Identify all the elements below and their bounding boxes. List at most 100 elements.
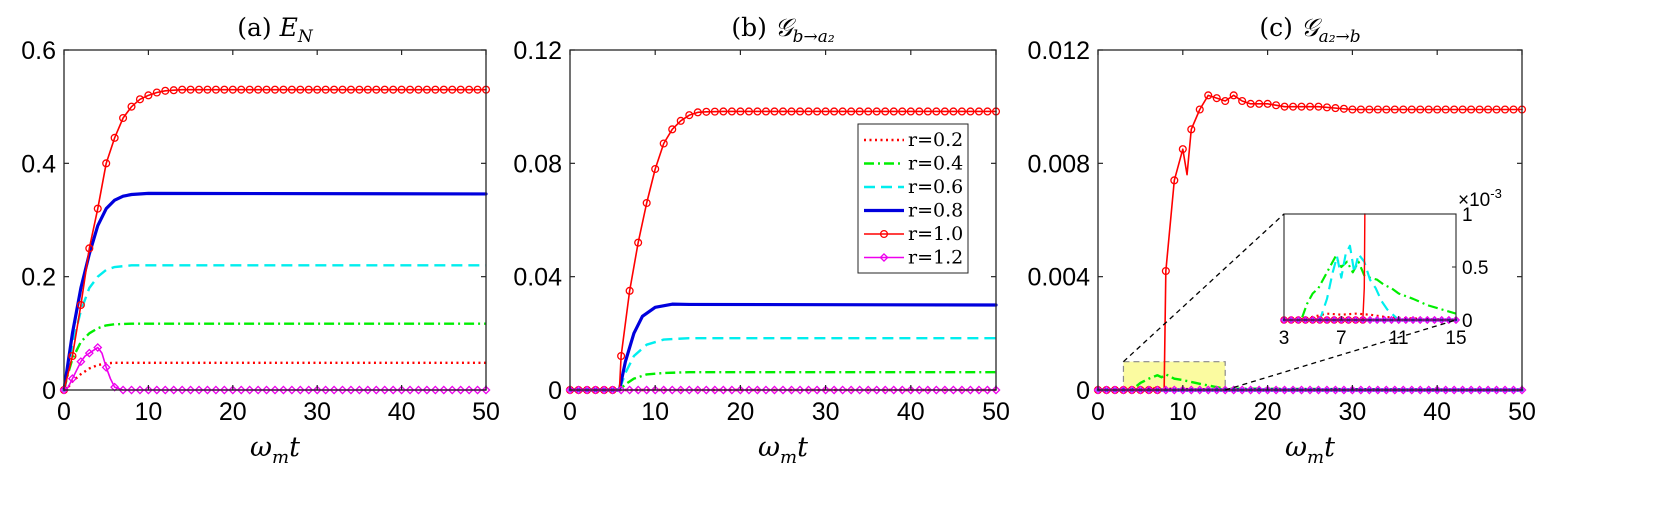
series-line-r=0.6 — [62, 264, 486, 391]
marker-circle — [761, 107, 771, 116]
marker-circle — [1161, 266, 1170, 276]
x-tick-label: 40 — [388, 398, 416, 426]
marker-diamond — [582, 385, 592, 395]
marker-circle — [254, 85, 263, 94]
x-tick-label: 30 — [303, 398, 331, 426]
marker-circle — [983, 107, 992, 116]
marker-circle — [330, 85, 339, 94]
marker-circle — [1238, 96, 1247, 106]
marker-diamond — [1401, 315, 1410, 324]
panel-title: (b) 𝒢b→a₂ — [731, 13, 835, 47]
marker-diamond — [143, 385, 153, 395]
x-tick-label: 30 — [1338, 398, 1366, 426]
x-axis-label: ωmt — [250, 432, 300, 468]
marker-diamond — [1364, 385, 1374, 395]
marker-circle — [144, 91, 153, 100]
marker-circle — [372, 85, 381, 94]
marker-diamond — [1441, 385, 1451, 395]
marker-circle — [304, 85, 313, 94]
marker-circle — [338, 85, 347, 94]
marker-diamond — [1373, 315, 1382, 324]
marker-diamond — [957, 385, 967, 395]
series-group — [59, 85, 491, 395]
marker-diamond — [1203, 385, 1213, 395]
xlabel-tail: t — [797, 432, 808, 463]
marker-circle — [85, 244, 94, 253]
marker-circle — [389, 85, 398, 94]
marker-circle — [804, 107, 813, 116]
marker-circle — [1255, 99, 1264, 108]
title-subscript: b→a₂ — [793, 27, 835, 47]
marker-circle — [346, 85, 356, 94]
marker-circle — [220, 85, 229, 94]
x-tick-label: 10 — [134, 398, 162, 426]
marker-circle — [439, 85, 448, 94]
x-tick-label: 40 — [897, 398, 925, 426]
marker-diamond — [769, 385, 779, 395]
xlabel-sub: m — [780, 447, 797, 468]
marker-diamond — [838, 385, 848, 395]
marker-diamond — [1509, 385, 1519, 395]
marker-diamond — [76, 357, 86, 367]
marker-circle — [957, 107, 966, 116]
marker-circle — [237, 85, 246, 94]
marker-diamond — [1390, 385, 1400, 395]
marker-circle — [1314, 102, 1323, 111]
marker-diamond — [211, 385, 221, 395]
marker-circle — [1348, 105, 1357, 114]
marker-circle — [161, 86, 170, 95]
y-tick-label: 0.04 — [513, 264, 562, 292]
marker-diamond — [186, 385, 196, 395]
marker-diamond — [413, 385, 423, 395]
marker-circle — [872, 107, 881, 116]
x-tick-label: 50 — [982, 398, 1010, 426]
marker-circle — [211, 85, 220, 94]
marker-diamond — [1118, 385, 1128, 395]
marker-circle — [710, 107, 719, 116]
x-axis-label: ωmt — [758, 432, 808, 468]
inset-x-tick-label: 7 — [1336, 328, 1347, 349]
x-tick-label: 0 — [57, 398, 71, 426]
marker-diamond — [1280, 315, 1289, 324]
series-group — [565, 107, 1001, 395]
legend-swatch-marker — [879, 252, 889, 263]
marker-circle — [685, 111, 694, 120]
marker-circle — [1229, 91, 1238, 100]
panel-b: 0 10 20 30 40 50 0 0.04 0.08 0.12 (b) 𝒢b→a₂ ωmt r=0.… — [513, 13, 1010, 468]
y-tick-label: 0.008 — [1027, 150, 1090, 178]
marker-circle — [1450, 105, 1459, 114]
inset-x-tick-label: 15 — [1445, 328, 1466, 349]
marker-diamond — [177, 385, 187, 395]
y-tick-label: 0.004 — [1027, 264, 1090, 292]
y-tick-label: 0 — [1076, 377, 1090, 405]
marker-circle — [363, 85, 372, 94]
marker-circle — [1475, 105, 1484, 114]
marker-circle — [169, 86, 178, 95]
marker-circle — [1288, 102, 1298, 111]
marker-circle — [940, 107, 949, 116]
marker-diamond — [1475, 385, 1485, 395]
marker-diamond — [447, 385, 457, 395]
marker-diamond — [880, 385, 890, 395]
marker-diamond — [236, 385, 246, 395]
marker-diamond — [1280, 385, 1290, 395]
zoom-highlight-box — [1122, 361, 1226, 391]
xlabel-omega: ω — [758, 432, 780, 463]
marker-circle — [915, 107, 924, 116]
marker-circle — [397, 85, 406, 94]
marker-diamond — [1451, 315, 1460, 324]
marker-circle — [1373, 105, 1382, 114]
marker-diamond — [1254, 385, 1264, 395]
inset-connector-top — [1122, 213, 1285, 363]
marker-diamond — [1432, 385, 1442, 395]
marker-diamond — [1337, 315, 1346, 324]
marker-diamond — [1271, 385, 1281, 395]
marker-diamond — [371, 385, 381, 395]
marker-circle — [1458, 105, 1467, 114]
marker-diamond — [863, 385, 873, 395]
marker-circle — [1246, 99, 1255, 108]
marker-circle — [422, 85, 431, 94]
marker-circle — [102, 159, 111, 168]
y-tick-label: 0 — [548, 377, 562, 405]
